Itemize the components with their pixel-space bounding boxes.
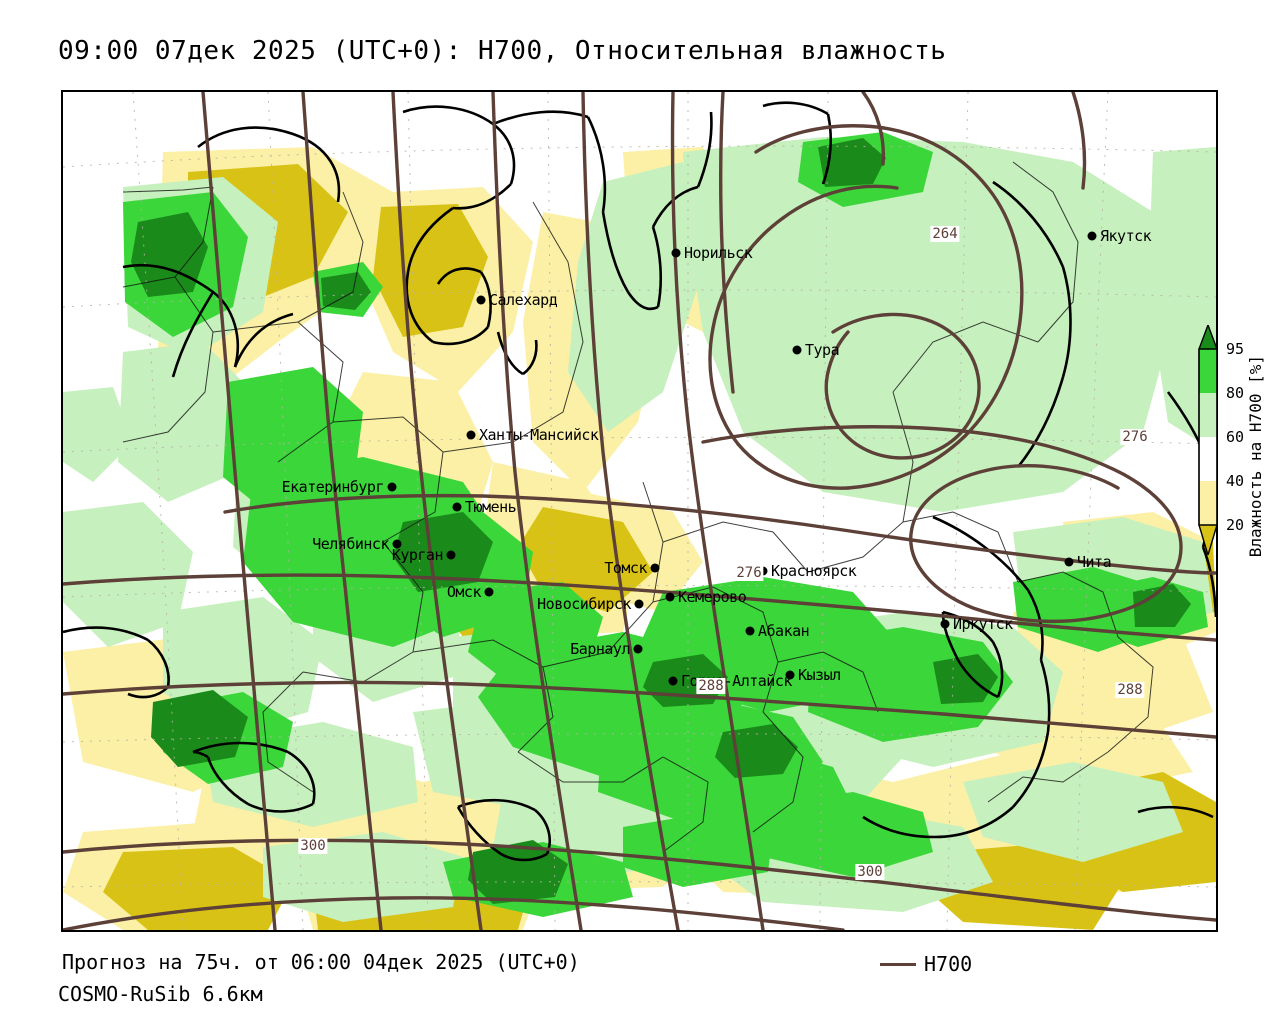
coastline xyxy=(63,101,1216,862)
city-label: Омск xyxy=(446,583,482,601)
city-label: Абакан xyxy=(758,622,810,640)
graticule xyxy=(63,92,1216,930)
colorbar-ticks: 95 80 60 40 20 xyxy=(1226,325,1266,555)
colorbar-tick-label: 20 xyxy=(1226,516,1245,534)
city-marker xyxy=(392,539,402,549)
contour-value-label: 300 xyxy=(855,864,885,880)
contour-value-label: 276 xyxy=(734,565,764,581)
city-label: Кызыл xyxy=(798,666,841,684)
city-label: Барнаул xyxy=(570,640,630,658)
colorbar-gradient xyxy=(1198,324,1218,558)
city-marker xyxy=(633,644,643,654)
legend-label: H700 xyxy=(924,952,973,976)
colorbar-band-40-60 xyxy=(1199,437,1217,481)
city-marker xyxy=(466,430,476,440)
map-canvas xyxy=(63,92,1216,930)
city-marker xyxy=(387,482,397,492)
city-marker xyxy=(940,619,950,629)
city-label: Якутск xyxy=(1100,227,1152,245)
city-marker xyxy=(792,345,802,355)
contour-value-label: 288 xyxy=(1115,682,1145,698)
colorbar xyxy=(1198,324,1222,558)
contour-value-label: 300 xyxy=(298,838,328,854)
city-label: Кемерово xyxy=(678,588,747,606)
city-label: Челябинск xyxy=(312,535,389,553)
colorbar-title: Влажность на H700 [%] xyxy=(1246,355,1265,558)
colorbar-band-20-40 xyxy=(1199,481,1217,525)
city-marker xyxy=(665,592,675,602)
model-name-line: COSMO-RuSib 6.6км xyxy=(58,982,263,1006)
city-marker xyxy=(745,626,755,636)
contour-value-label: 276 xyxy=(1120,429,1150,445)
colorbar-band-80-95 xyxy=(1199,349,1217,393)
city-label: Тюмень xyxy=(465,498,517,516)
city-marker xyxy=(452,502,462,512)
legend-line-swatch xyxy=(880,962,916,966)
h700-contours xyxy=(63,92,1216,930)
colorbar-tick-label: 40 xyxy=(1226,472,1245,490)
city-label: Чита xyxy=(1077,553,1112,571)
colorbar-arrow-top xyxy=(1199,325,1217,349)
colorbar-tick-label: 95 xyxy=(1226,340,1245,358)
city-label: Тура xyxy=(805,341,840,359)
city-label: Томск xyxy=(604,559,647,577)
colorbar-band-60-80 xyxy=(1199,393,1217,437)
admin-boundaries xyxy=(122,161,1154,853)
city-marker xyxy=(671,248,681,258)
colorbar-tick-label: 80 xyxy=(1226,384,1245,402)
city-marker xyxy=(1087,231,1097,241)
city-label: Красноярск xyxy=(771,562,857,580)
city-label: Новосибирск xyxy=(537,595,631,613)
city-label: Курган xyxy=(391,546,444,564)
city-marker xyxy=(476,295,486,305)
weather-map: Якутск Норильск Салехард Тура Ханты-Мансийск… xyxy=(61,90,1218,932)
city-marker xyxy=(446,550,456,560)
forecast-info-line: Прогноз на 75ч. от 06:00 04дек 2025 (UTC… xyxy=(62,950,580,974)
humidity-band-over-95 xyxy=(131,138,1191,904)
city-marker xyxy=(785,670,795,680)
city-marker xyxy=(668,676,678,686)
city-label: Норильск xyxy=(684,244,753,262)
page-title: 09:00 07дек 2025 (UTC+0): H700, Относите… xyxy=(58,36,947,66)
city-marker xyxy=(634,599,644,609)
legend-h700: H700 xyxy=(880,952,972,976)
contour-value-label: 288 xyxy=(696,678,726,694)
city-label: Ханты-Мансийск xyxy=(479,426,599,444)
city-marker xyxy=(484,587,494,597)
city-label: Салехард xyxy=(489,291,558,309)
city-label: Иркутск xyxy=(953,615,1013,633)
colorbar-tick-label: 60 xyxy=(1226,428,1245,446)
contour-value-label: 264 xyxy=(930,226,960,242)
city-marker xyxy=(1064,557,1074,567)
city-marker xyxy=(650,563,660,573)
colorbar-arrow-bottom xyxy=(1199,525,1217,555)
city-label: Екатеринбург xyxy=(281,478,385,496)
